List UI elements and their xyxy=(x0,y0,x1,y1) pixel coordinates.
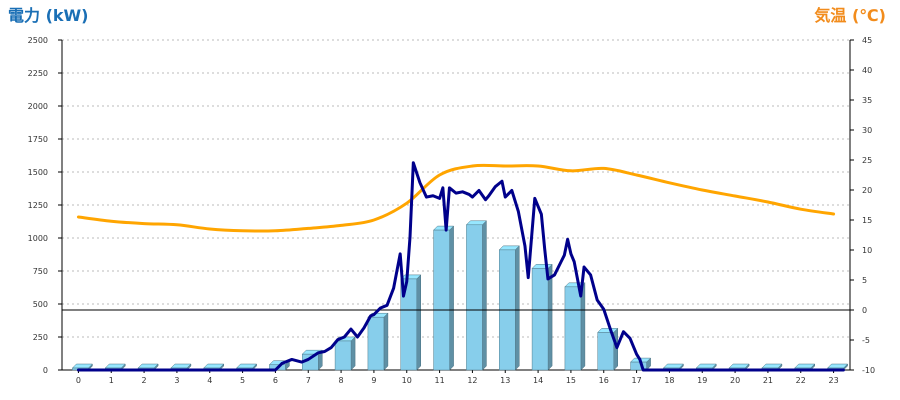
x-axis-tick-label: 0 xyxy=(76,376,81,385)
power-bar xyxy=(400,278,417,371)
x-axis-tick-label: 21 xyxy=(763,376,773,385)
power-bar xyxy=(597,332,614,371)
left-axis-tick-label: 2500 xyxy=(28,36,48,45)
power-bar xyxy=(531,268,549,371)
x-axis-tick-label: 15 xyxy=(566,376,576,385)
right-axis-tick-label: -5 xyxy=(862,336,870,345)
power-bar xyxy=(433,229,450,371)
left-axis-tick-label: 1500 xyxy=(28,168,48,177)
left-axis-tick-label: 1000 xyxy=(28,234,48,243)
x-axis-tick-label: 1 xyxy=(109,376,114,385)
x-axis-tick-label: 22 xyxy=(796,376,806,385)
right-axis-tick-label: 30 xyxy=(862,126,872,135)
bar-side xyxy=(449,225,454,371)
right-axis-tick-label: 25 xyxy=(862,156,872,165)
left-axis-tick-label: 1750 xyxy=(28,135,48,144)
x-axis-tick-label: 14 xyxy=(533,376,543,385)
x-axis-tick-label: 2 xyxy=(142,376,147,385)
power-bar xyxy=(367,316,385,371)
left-axis-tick-label: 250 xyxy=(33,333,48,342)
temperature-line xyxy=(76,163,836,233)
right-axis-title: 気温 (℃) xyxy=(814,6,886,25)
bar-side xyxy=(416,274,421,371)
x-axis-tick-label: 17 xyxy=(631,376,641,385)
right-axis-tick-label: 10 xyxy=(862,246,872,255)
right-axis-tick-label: 0 xyxy=(862,306,867,315)
left-axis-tick-label: 2250 xyxy=(28,69,48,78)
x-axis-tick-label: 8 xyxy=(339,376,344,385)
bar-side xyxy=(350,336,356,371)
right-axis-tick-label: 40 xyxy=(862,66,872,75)
left-axis-tick-label: 750 xyxy=(33,267,48,276)
bar-side xyxy=(383,312,389,371)
x-axis-tick-label: 6 xyxy=(273,376,278,385)
x-axis-tick-label: 4 xyxy=(207,376,212,385)
power-bar xyxy=(564,286,582,371)
x-axis-tick-label: 7 xyxy=(306,376,311,385)
bar-side xyxy=(515,245,520,371)
x-axis-tick-label: 3 xyxy=(174,376,179,385)
x-axis-tick-label: 10 xyxy=(402,376,412,385)
x-axis-tick-label: 12 xyxy=(467,376,477,385)
bar-side xyxy=(482,220,487,371)
left-axis-tick-label: 0 xyxy=(43,366,48,375)
left-axis-tick-label: 2000 xyxy=(28,102,48,111)
right-axis-tick-label: 15 xyxy=(862,216,872,225)
x-axis-tick-label: 16 xyxy=(599,376,609,385)
power-line xyxy=(76,161,845,372)
left-axis-title: 電力 (kW) xyxy=(8,6,89,25)
right-axis-tick-label: -10 xyxy=(862,366,875,375)
x-axis-tick-label: 11 xyxy=(434,376,444,385)
x-axis-tick-label: 5 xyxy=(240,376,245,385)
right-axis-tick-label: 45 xyxy=(862,36,872,45)
right-axis-tick-label: 5 xyxy=(862,276,867,285)
left-axis-tick-label: 1250 xyxy=(28,201,48,210)
power-bar xyxy=(466,224,483,371)
x-axis-tick-label: 20 xyxy=(730,376,740,385)
power-bar xyxy=(630,361,647,371)
x-axis-tick-label: 9 xyxy=(371,376,376,385)
x-axis-tick-label: 13 xyxy=(500,376,510,385)
x-axis-tick-label: 19 xyxy=(697,376,707,385)
right-axis-tick-label: 20 xyxy=(862,186,872,195)
power-bar xyxy=(334,340,352,371)
right-axis-tick-label: 35 xyxy=(862,96,872,105)
x-axis-tick-label: 18 xyxy=(664,376,674,385)
left-axis-tick-label: 500 xyxy=(33,300,48,309)
bar-side xyxy=(613,327,618,371)
x-axis-tick-label: 23 xyxy=(828,376,838,385)
